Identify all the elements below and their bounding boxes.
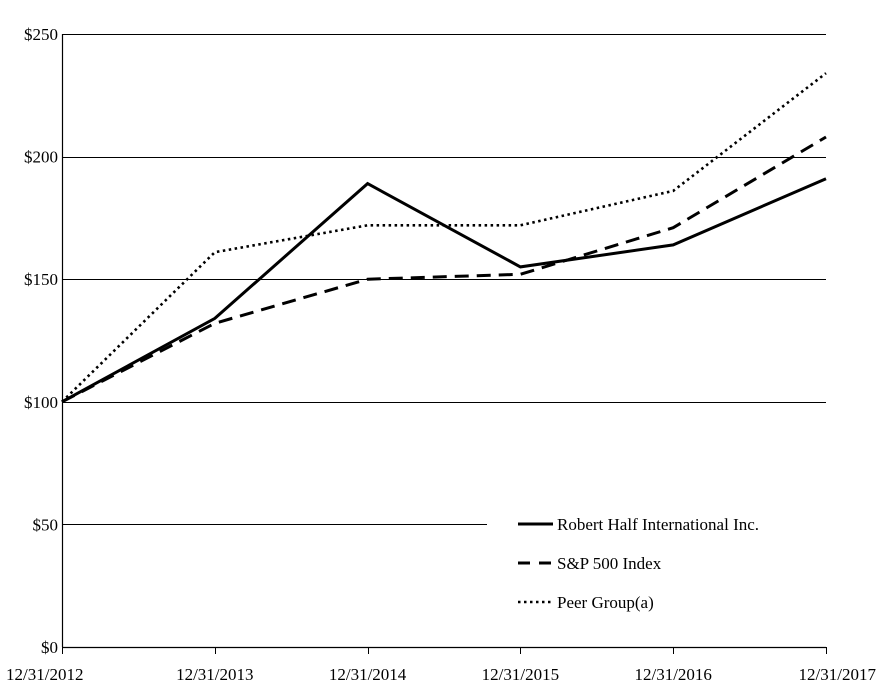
y-tick-label: $0	[41, 638, 58, 657]
x-tick-label: 12/31/2016	[634, 665, 711, 684]
x-tick-label: 12/31/2017	[799, 665, 877, 684]
y-axis-tick-labels: $0 $50 $100 $150 $200 $250	[24, 25, 58, 657]
y-tick-label: $200	[24, 148, 58, 167]
axes	[61, 34, 827, 654]
x-axis-tick-labels: 12/31/2012 12/31/2013 12/31/2014 12/31/2015…	[6, 665, 876, 684]
series-line-1	[61, 135, 827, 404]
y-tick-label: $50	[33, 515, 59, 534]
x-tick-label: 12/31/2012	[6, 665, 83, 684]
legend-label-2: Peer Group(a)	[557, 593, 654, 612]
x-tick-label: 12/31/2015	[482, 665, 559, 684]
series-line-0	[61, 177, 827, 404]
x-tick-label: 12/31/2014	[329, 665, 407, 684]
y-tick-label: $250	[24, 25, 58, 44]
x-tick-label: 12/31/2013	[176, 665, 253, 684]
gridlines	[62, 34, 826, 525]
legend-label-0: Robert Half International Inc.	[557, 515, 759, 534]
legend: Robert Half International Inc. S&P 500 In…	[518, 515, 759, 612]
y-tick-label: $150	[24, 270, 58, 289]
legend-label-1: S&P 500 Index	[557, 554, 662, 573]
series-line-2	[61, 72, 827, 403]
series-lines	[61, 72, 827, 404]
y-tick-label: $100	[24, 393, 58, 412]
